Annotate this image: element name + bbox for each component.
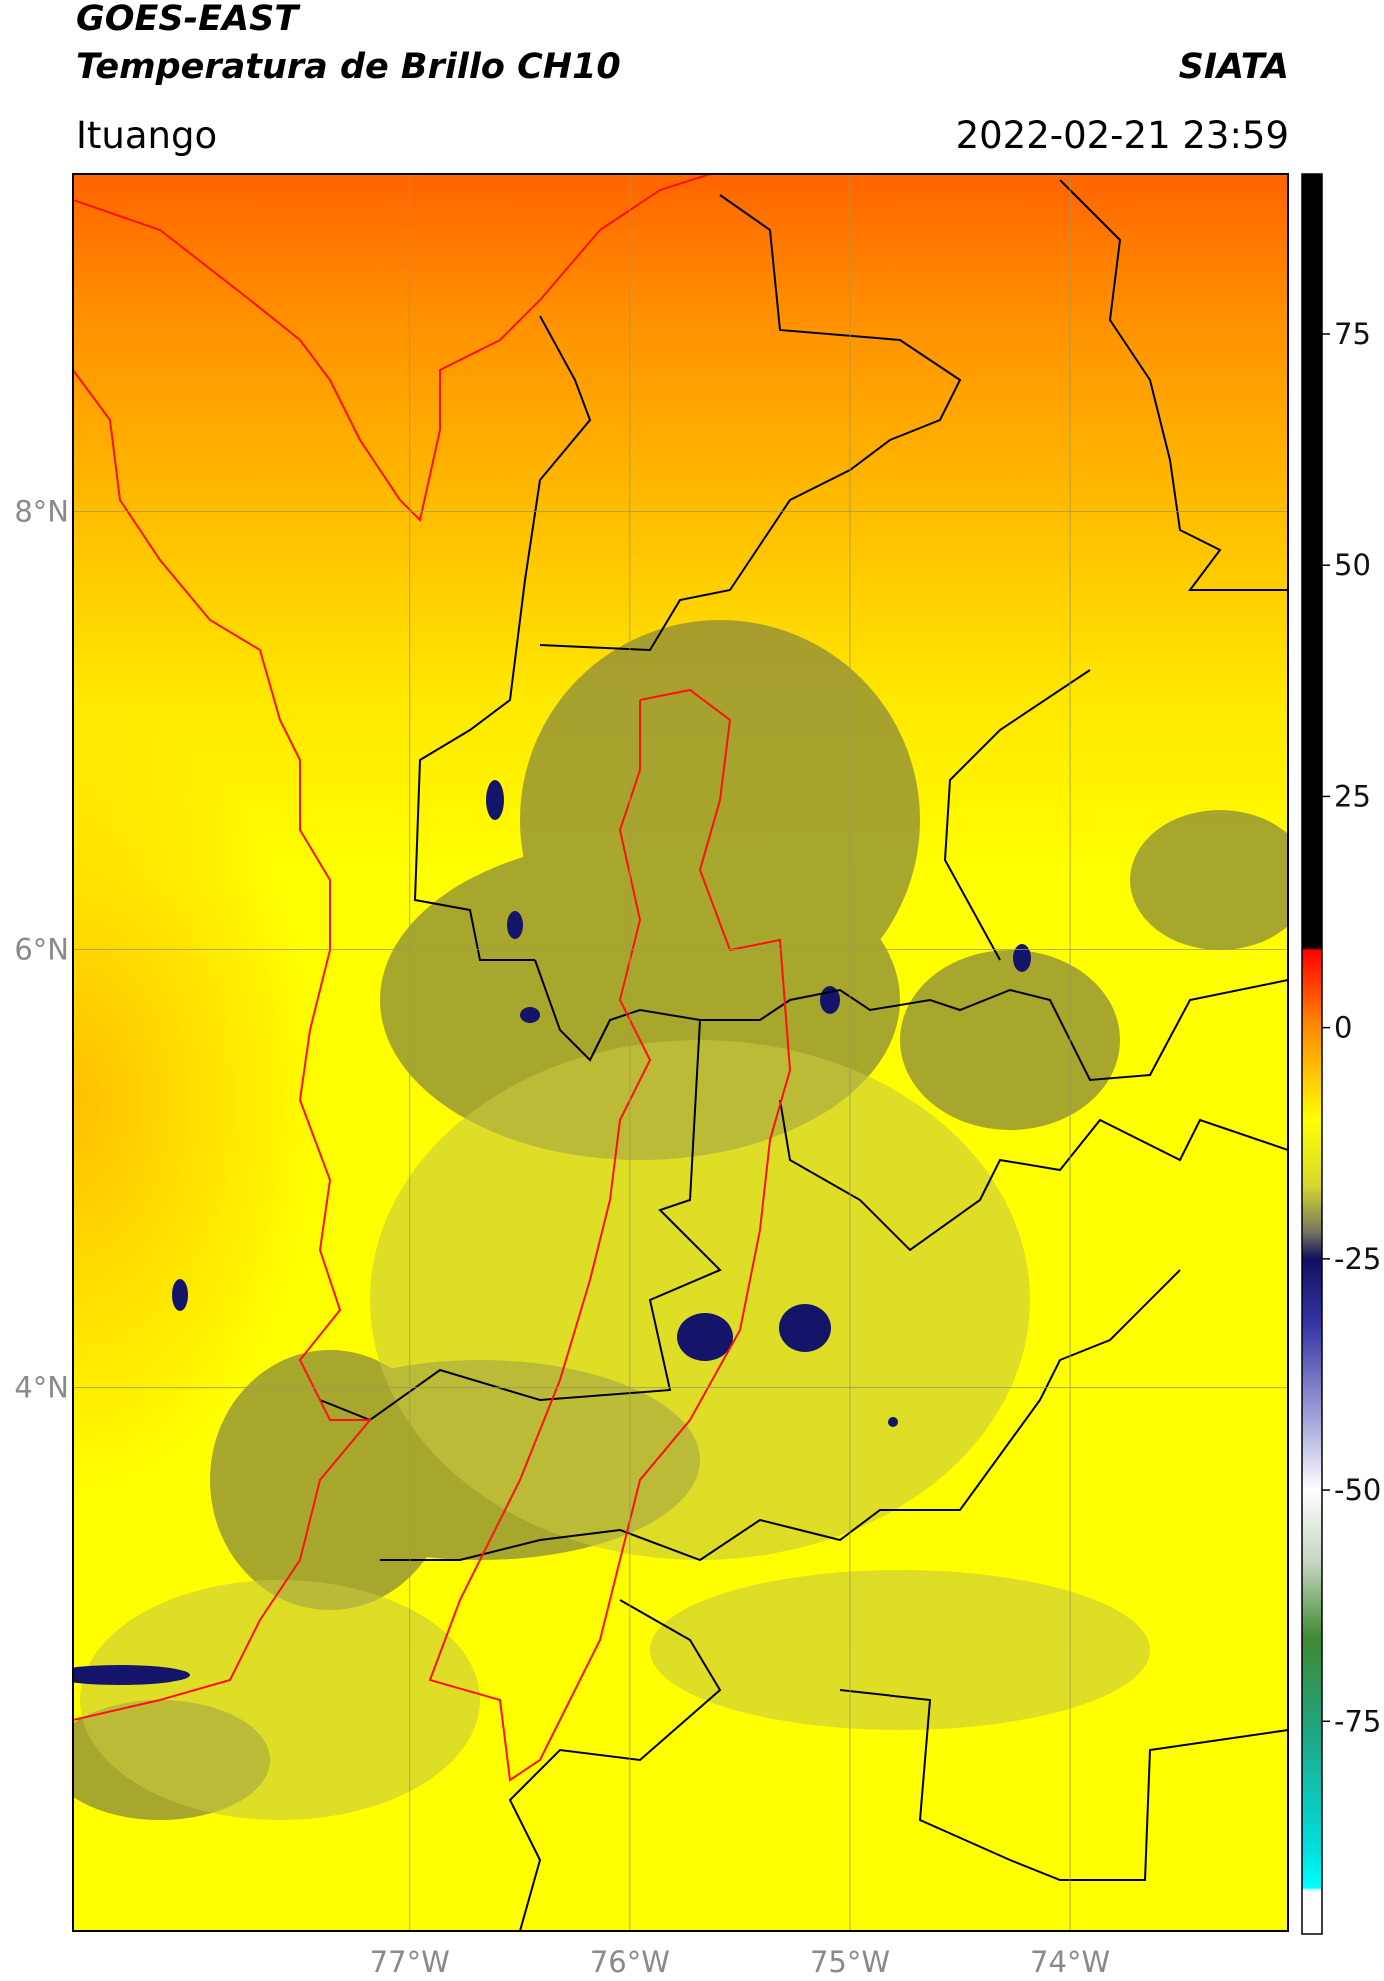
lat-label: 8°N: [14, 494, 69, 528]
lon-label: 76°W: [590, 1945, 670, 1979]
colorbar-label: 25: [1334, 779, 1371, 813]
colorbar-label: -75: [1334, 1704, 1381, 1738]
colorbar-label: 75: [1334, 317, 1371, 351]
lat-label: 4°N: [14, 1371, 69, 1405]
location: Ituango: [76, 114, 217, 157]
lat-label: 6°N: [14, 933, 69, 967]
colorbar-label: 0: [1334, 1011, 1352, 1045]
title: GOES-EAST: [76, 0, 301, 39]
datetime: 2022-02-21 23:59: [956, 114, 1289, 157]
map-image: [73, 174, 1288, 1931]
colorbar-label: 50: [1334, 548, 1371, 582]
colorbar-label: -25: [1334, 1242, 1381, 1276]
colorbar-label: -50: [1334, 1473, 1381, 1507]
brand: SIATA: [1179, 47, 1289, 87]
graticule: [73, 174, 1288, 1931]
lon-label: 74°W: [1030, 1945, 1110, 1979]
lon-label: 77°W: [370, 1945, 450, 1979]
subtitle: Temperatura de Brillo CH10: [76, 47, 621, 87]
colorbar: [1301, 173, 1323, 1935]
map-frame: [72, 173, 1289, 1932]
lon-label: 75°W: [810, 1945, 890, 1979]
